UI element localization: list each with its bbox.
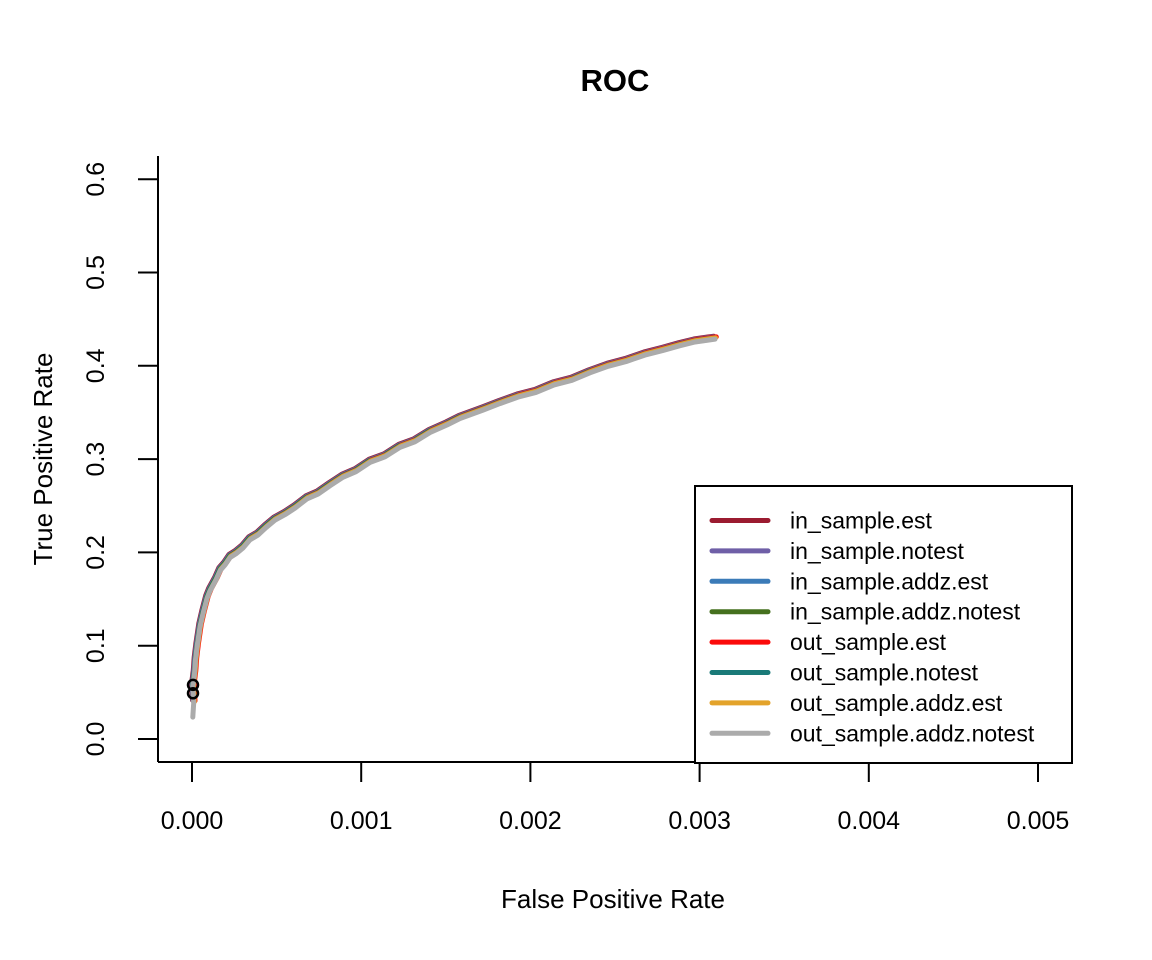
x-axis-ticks: 0.000 0.001 0.002 0.003 0.004 0.005 [161, 762, 1070, 835]
y-tick-label: 0.0 [82, 722, 110, 757]
legend-items: in_sample.est in_sample.notest in_sample.a… [709, 508, 1035, 746]
x-tick-label: 0.001 [330, 807, 393, 835]
chart-title: ROC [581, 63, 650, 98]
legend: in_sample.est in_sample.notest in_sample.a… [694, 485, 1073, 764]
legend-label-in_sample.addz.est: in_sample.addz.est [790, 568, 989, 594]
roc-curve-out_sample.addz.notest [190, 336, 718, 720]
x-tick-label: 0.002 [499, 807, 562, 835]
y-tick-label: 0.6 [82, 162, 110, 197]
roc-curves [189, 333, 719, 720]
x-axis-title: False Positive Rate [501, 884, 725, 914]
legend-label-out_sample.notest: out_sample.notest [790, 660, 979, 686]
y-tick-label: 0.5 [82, 255, 110, 290]
legend-label-out_sample.est: out_sample.est [790, 629, 947, 655]
legend-label-out_sample.addz.est: out_sample.addz.est [790, 690, 1003, 716]
cutoff-marker-circle [186, 678, 200, 692]
legend-label-in_sample.addz.notest: in_sample.addz.notest [790, 599, 1021, 625]
legend-label-in_sample.est: in_sample.est [790, 508, 933, 534]
y-tick-label: 0.4 [82, 348, 110, 383]
y-axis-ticks: 0.0 0.1 0.2 0.3 0.4 0.5 0.6 [82, 162, 158, 757]
y-tick-label: 0.1 [82, 628, 110, 663]
roc-curve-in_sample.addz.notest [190, 334, 717, 704]
x-tick-label: 0.005 [1007, 807, 1070, 835]
legend-label-out_sample.addz.notest: out_sample.addz.notest [790, 720, 1035, 746]
legend-label-in_sample.notest: in_sample.notest [790, 538, 964, 564]
legend-box [694, 485, 1073, 764]
x-tick-label: 0.003 [668, 807, 731, 835]
x-tick-label: 0.004 [838, 807, 901, 835]
y-tick-label: 0.3 [82, 442, 110, 477]
y-tick-label: 0.2 [82, 535, 110, 570]
cutoff-markers [186, 678, 200, 700]
cutoff-marker-circle [186, 687, 200, 700]
x-tick-label: 0.000 [161, 807, 224, 835]
y-axis-title: True Positive Rate [28, 353, 58, 566]
